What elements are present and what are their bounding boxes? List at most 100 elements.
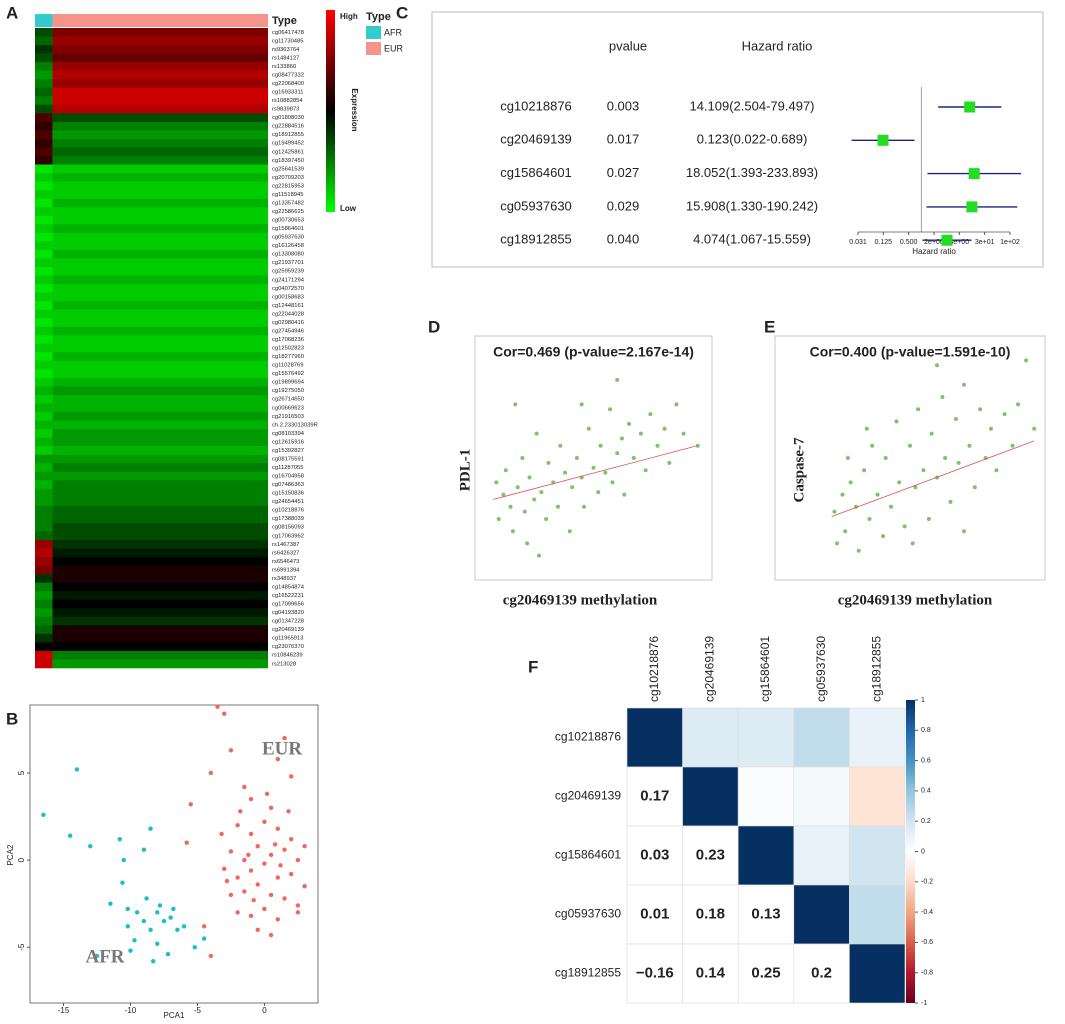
- point: [302, 884, 307, 889]
- heat-cell: [52, 318, 268, 327]
- color-tick-label: -1: [921, 1000, 927, 1007]
- point: [558, 443, 563, 448]
- heat-cell: [35, 548, 53, 558]
- heat-cell: [35, 292, 53, 302]
- x-tick-label: 0.125: [875, 239, 893, 246]
- heat-cell: [35, 241, 53, 251]
- heat-cell: [35, 224, 53, 234]
- point: [94, 953, 100, 959]
- color-tick-label: 0.2: [921, 818, 931, 825]
- panel-frame: [431, 11, 1044, 268]
- heat-cell: [35, 574, 53, 583]
- row-label: cg16522231: [272, 593, 304, 599]
- row-label: cg25959239: [272, 269, 304, 275]
- point: [289, 836, 294, 842]
- row-label: cg19499452: [272, 141, 304, 147]
- row-label: rs10846239: [272, 653, 303, 659]
- legend-title: Type: [366, 11, 391, 23]
- point: [897, 480, 902, 485]
- x-tick-label: 0: [262, 1006, 267, 1015]
- corr-cell: [737, 884, 795, 945]
- point: [1032, 426, 1037, 431]
- point: [120, 880, 125, 885]
- panel-letter: C: [396, 3, 408, 22]
- x-tick-label: -5: [194, 1006, 202, 1015]
- point: [1002, 412, 1007, 417]
- heat-cell: [35, 335, 53, 345]
- plot-frame: [774, 335, 1046, 581]
- heat-cell: [52, 625, 268, 635]
- color-tick-label: -0.4: [921, 909, 933, 916]
- point: [125, 906, 130, 912]
- heat-cell: [35, 540, 53, 549]
- heat-cell: [35, 352, 53, 362]
- row-label: cg22068400: [272, 81, 304, 87]
- row-label: rs348937: [272, 576, 296, 582]
- point: [121, 857, 126, 863]
- heat-cell: [35, 369, 53, 379]
- row-name: cg20469139: [500, 132, 572, 147]
- point: [282, 735, 287, 741]
- point: [532, 497, 537, 502]
- row-label: rs6426327: [272, 550, 299, 556]
- point: [862, 468, 867, 473]
- point: [228, 748, 234, 753]
- point: [989, 426, 993, 431]
- point: [168, 915, 173, 920]
- heat-cell: [35, 62, 53, 71]
- point: [615, 377, 620, 382]
- heat-cell: [52, 420, 268, 430]
- heat-cell: [35, 45, 53, 54]
- corr-value: 0.17: [640, 787, 669, 804]
- point: [994, 468, 999, 473]
- point: [268, 852, 274, 858]
- point: [228, 849, 234, 854]
- heat-cell: [52, 505, 268, 515]
- row-label: cg00158683: [272, 294, 304, 300]
- plot-frame: [29, 704, 319, 1004]
- heat-cell: [52, 429, 268, 438]
- row-label: cg17063962: [272, 533, 304, 539]
- row-label: cg12425861: [272, 149, 304, 155]
- heat-cell: [35, 70, 53, 80]
- point: [157, 903, 163, 908]
- color-bar: [906, 700, 915, 1003]
- x-tick-label: -10: [125, 1006, 137, 1015]
- heat-cell: [52, 650, 268, 660]
- point: [88, 843, 93, 849]
- point: [916, 407, 921, 412]
- row-label: rs1467387: [272, 542, 299, 548]
- corr-cell: [626, 884, 683, 945]
- panel-letter: B: [6, 709, 18, 728]
- row-label: cg07486363: [272, 482, 304, 488]
- point: [536, 553, 541, 558]
- point: [967, 443, 972, 448]
- point: [674, 402, 679, 407]
- heat-cell: [52, 642, 268, 652]
- point: [513, 402, 518, 407]
- heat-cell: [35, 531, 53, 541]
- point: [544, 517, 549, 521]
- point: [268, 932, 274, 938]
- heat-cell: [35, 394, 53, 404]
- row-label: cg11730485: [272, 38, 303, 44]
- heat-cell: [52, 164, 268, 174]
- row-label: cg08175591: [272, 456, 304, 462]
- row-label: cg16933311: [272, 90, 303, 96]
- heat-cell: [52, 412, 268, 421]
- point: [567, 529, 572, 534]
- heat-cell: [52, 241, 268, 251]
- point: [555, 504, 560, 509]
- row-name: cg10218876: [500, 98, 572, 113]
- point: [598, 443, 603, 448]
- corr-cell: [737, 943, 795, 1004]
- heat-cell: [35, 454, 53, 464]
- heat-cell: [52, 301, 268, 310]
- legend-swatch: [366, 42, 381, 55]
- row-label: cg11287055: [272, 465, 303, 471]
- row-name: cg05937630: [500, 198, 572, 213]
- corr-cell: [793, 825, 850, 886]
- point: [248, 913, 254, 919]
- row-label: cg08103394: [272, 431, 305, 437]
- heat-cell: [52, 514, 268, 524]
